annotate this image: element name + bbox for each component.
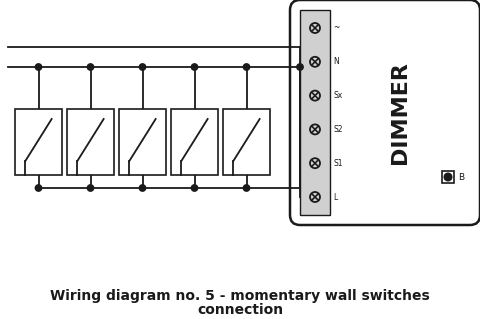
Circle shape [192, 185, 198, 191]
Text: S2: S2 [333, 125, 343, 134]
Bar [442, 171, 454, 183]
Circle shape [87, 64, 94, 70]
Bar [67, 109, 114, 175]
Bar [15, 109, 62, 175]
Text: Wiring diagram no. 5 - momentary wall switches: Wiring diagram no. 5 - momentary wall sw… [50, 289, 430, 303]
Bar [223, 109, 270, 175]
Bar [171, 109, 218, 175]
Text: S1: S1 [333, 159, 343, 168]
Circle shape [243, 185, 250, 191]
Circle shape [243, 64, 250, 70]
Text: B: B [458, 173, 464, 182]
Text: Sx: Sx [333, 91, 342, 100]
Circle shape [444, 173, 452, 181]
Circle shape [36, 185, 42, 191]
Circle shape [297, 64, 303, 70]
Circle shape [192, 64, 198, 70]
Circle shape [87, 185, 94, 191]
Text: ~: ~ [333, 24, 339, 33]
Bar [119, 109, 166, 175]
Circle shape [139, 185, 146, 191]
Text: connection: connection [197, 303, 283, 317]
Text: L: L [333, 192, 337, 202]
Circle shape [36, 64, 42, 70]
Bar [300, 10, 330, 215]
Circle shape [139, 64, 146, 70]
FancyBboxPatch shape [290, 0, 480, 225]
Text: N: N [333, 57, 339, 66]
Text: DIMMER: DIMMER [390, 61, 410, 164]
